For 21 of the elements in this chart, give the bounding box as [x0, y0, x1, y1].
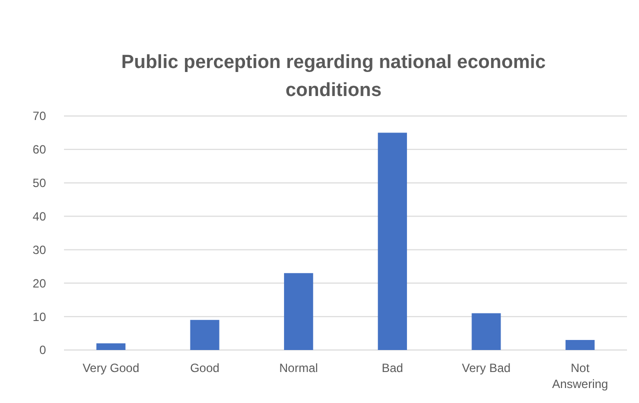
x-tick-label: Bad — [382, 361, 404, 375]
x-tick-label: Good — [190, 361, 220, 375]
chart-title: Public perception regarding national economic conditions — [121, 52, 546, 101]
x-tick-label: Very Good — [82, 361, 140, 375]
y-tick-label: 70 — [32, 109, 46, 124]
y-tick-label: 40 — [32, 209, 46, 224]
y-tick-label: 0 — [39, 343, 46, 358]
x-tick-label: Normal — [279, 361, 318, 375]
y-tick-label: 20 — [32, 276, 46, 290]
y-tick-label: 60 — [32, 142, 46, 157]
bar — [378, 132, 407, 350]
bar — [190, 320, 220, 350]
x-tick-label: Not Answering — [552, 361, 608, 391]
bar — [566, 340, 595, 350]
bar — [284, 273, 314, 350]
x-tick-label: Very Bad — [462, 361, 511, 375]
y-tick-label: 30 — [32, 242, 46, 257]
y-tick-label: 50 — [32, 176, 46, 190]
y-tick-label: 10 — [32, 310, 46, 324]
bar — [96, 343, 126, 350]
bar — [472, 313, 501, 350]
